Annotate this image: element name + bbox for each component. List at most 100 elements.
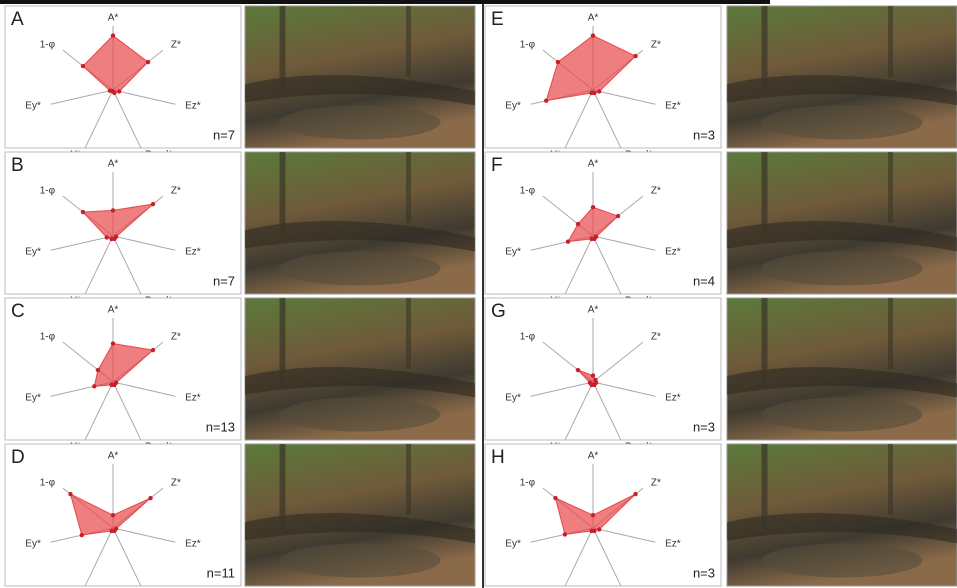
photo-detail	[279, 251, 441, 286]
photo-detail	[761, 543, 923, 578]
axis-label: Ez*	[185, 101, 201, 112]
radar-panel: A*Z*Ez*Dsed*Y*Ey*1-φGn=3	[484, 297, 722, 453]
site-photo	[244, 151, 476, 295]
sample-size: n=4	[693, 273, 715, 288]
axis-line	[592, 381, 622, 440]
radar-point	[110, 341, 116, 346]
radar-point	[80, 63, 86, 69]
axis-label: Ey*	[505, 539, 521, 550]
axis-label: Ez*	[665, 393, 681, 404]
photo-detail	[761, 444, 768, 530]
axis-label: 1-φ	[40, 186, 56, 197]
radar-point	[117, 89, 122, 94]
axis-line	[592, 235, 656, 251]
axis-line	[112, 527, 142, 586]
axis-label: A*	[108, 159, 119, 170]
photo-detail	[761, 105, 923, 140]
radar-panel: A*Z*Ez*Dsed*Y*Ey*1-φAn=7	[4, 5, 242, 161]
axis-label: Z*	[651, 40, 661, 51]
photo-detail	[888, 444, 893, 515]
axis-label: A*	[588, 159, 599, 170]
axis-label: Ey*	[505, 393, 521, 404]
axis-label: 1-φ	[40, 40, 56, 51]
radar-point	[95, 367, 101, 373]
axis-label: Ez*	[185, 393, 201, 404]
sample-size: n=11	[207, 565, 235, 580]
sample-size: n=13	[206, 419, 235, 434]
radar-point	[92, 384, 97, 389]
axis-line	[564, 89, 594, 148]
radar-point	[565, 239, 571, 244]
site-photo	[726, 5, 957, 149]
axis-line	[112, 89, 142, 148]
panel-title: C	[11, 301, 25, 322]
axis-line	[564, 381, 594, 440]
photo-detail	[245, 512, 475, 544]
radar-point	[555, 59, 561, 65]
sample-size: n=3	[693, 565, 715, 580]
radar-point	[553, 495, 558, 501]
site-photo	[726, 443, 957, 587]
radar-point	[589, 528, 594, 534]
axis-line	[592, 527, 656, 543]
radar-point	[109, 236, 114, 242]
radar-panel: A*Z*Ez*Dsed*Y*Ey*1-φBn=7	[4, 151, 242, 307]
panel-frame	[484, 297, 722, 441]
panel-title: B	[11, 155, 24, 176]
radar-point	[597, 89, 602, 94]
radar-point	[590, 205, 596, 210]
photo-detail	[245, 74, 475, 106]
axis-label: 1-φ	[520, 40, 536, 51]
axis-label: A*	[108, 451, 119, 462]
photo-detail	[761, 6, 768, 92]
photo-detail	[245, 220, 475, 252]
radar-panel: A*Z*Ez*Dsed*Y*Ey*1-φHn=3	[484, 443, 722, 588]
radar-point	[597, 527, 602, 532]
radar-point	[68, 491, 73, 497]
axis-label: Ey*	[25, 393, 41, 404]
photo-detail	[406, 444, 411, 515]
radar-point	[633, 53, 638, 59]
radar-point	[575, 221, 581, 227]
panel-title: E	[491, 9, 504, 30]
axis-line	[592, 527, 622, 586]
axis-line	[84, 381, 114, 440]
sample-size: n=3	[693, 127, 715, 142]
radar-point	[110, 33, 116, 38]
axis-line	[84, 235, 114, 294]
axis-label: Ez*	[665, 539, 681, 550]
photo-detail	[888, 6, 893, 77]
panel-title: H	[491, 447, 505, 468]
sample-size: n=7	[213, 273, 235, 288]
radar-point	[590, 33, 596, 38]
site-photo	[244, 443, 476, 587]
axis-line	[84, 89, 114, 148]
axis-label: Ey*	[25, 247, 41, 258]
axis-label: Z*	[651, 186, 661, 197]
panel-title: D	[11, 447, 25, 468]
radar-point	[633, 491, 638, 497]
axis-label: A*	[588, 451, 599, 462]
axis-label: Ey*	[25, 101, 41, 112]
photo-detail	[761, 152, 768, 238]
site-photo	[726, 151, 957, 295]
radar-point	[109, 382, 114, 388]
radar-point	[150, 347, 156, 353]
radar-point	[109, 528, 114, 534]
axis-label: 1-φ	[40, 478, 56, 489]
radar-point	[110, 513, 116, 518]
radar-point	[589, 236, 594, 242]
site-photo	[244, 297, 476, 441]
photo-detail	[279, 543, 441, 578]
panel-title: G	[491, 301, 506, 322]
axis-line	[112, 235, 142, 294]
photo-detail	[727, 366, 957, 398]
top-bar	[0, 0, 770, 4]
axis-line	[592, 89, 656, 105]
axis-line	[592, 341, 644, 383]
photo-detail	[727, 74, 957, 106]
photo-detail	[761, 298, 768, 384]
photo-detail	[279, 6, 286, 92]
radar-point	[615, 213, 621, 219]
